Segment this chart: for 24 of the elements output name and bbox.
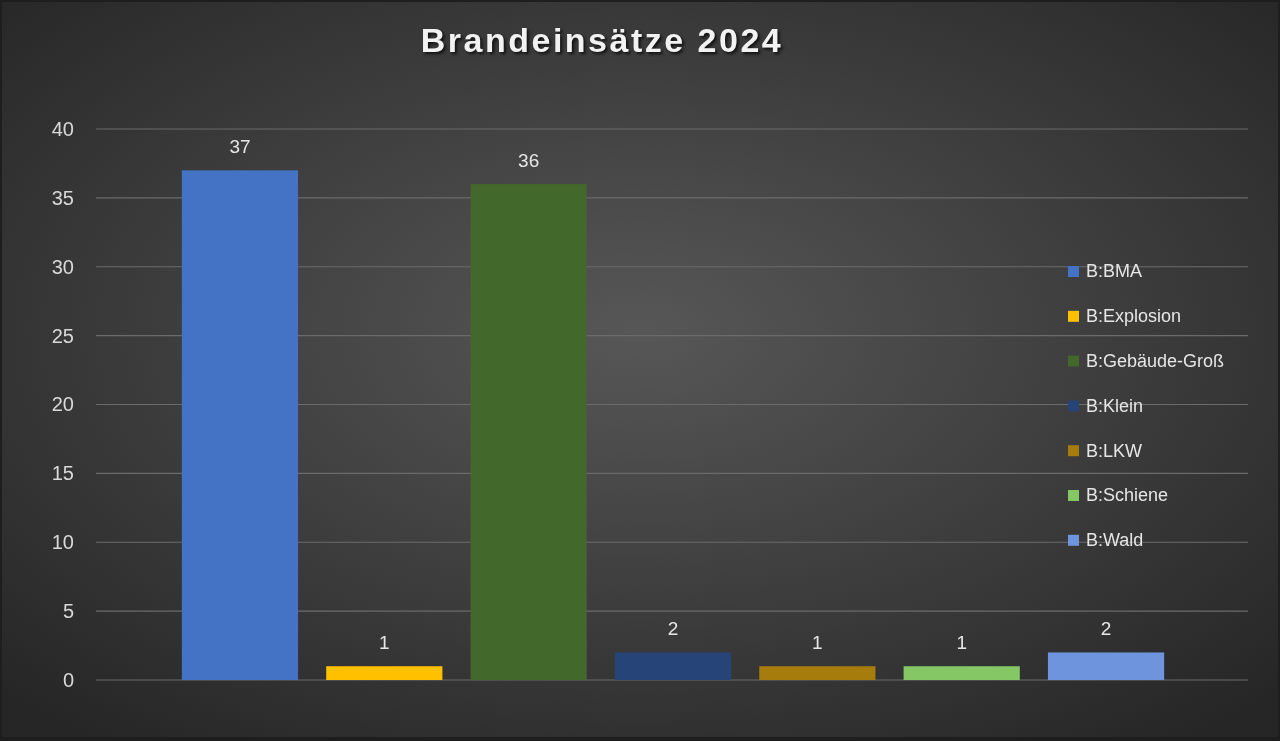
legend-label: B:Gebäude-Groß bbox=[1086, 350, 1225, 371]
y-tick-label: 15 bbox=[51, 462, 74, 485]
data-label: 1 bbox=[956, 632, 967, 654]
legend-label: B:Klein bbox=[1086, 395, 1144, 416]
y-tick-label: 20 bbox=[51, 393, 74, 416]
legend-label: B:Wald bbox=[1086, 530, 1144, 551]
legend-label: B:Explosion bbox=[1086, 306, 1182, 327]
data-label: 36 bbox=[518, 150, 540, 172]
y-tick-label: 5 bbox=[62, 600, 74, 623]
data-label: 1 bbox=[812, 632, 823, 654]
legend-label: B:BMA bbox=[1086, 261, 1143, 282]
y-tick-label: 30 bbox=[51, 255, 74, 278]
y-tick-label: 35 bbox=[51, 186, 74, 209]
y-tick-label: 0 bbox=[62, 668, 74, 691]
chart-title: Brandeinsätze 2024 bbox=[420, 21, 784, 59]
data-label: 1 bbox=[379, 632, 390, 654]
data-label: 2 bbox=[667, 618, 679, 640]
legend-label: B:Schiene bbox=[1086, 485, 1169, 506]
y-tick-label: 25 bbox=[51, 324, 74, 347]
data-label: 2 bbox=[1100, 618, 1112, 640]
y-tick-label: 10 bbox=[51, 531, 74, 554]
legend-label: B:LKW bbox=[1086, 440, 1143, 461]
y-tick-label: 40 bbox=[51, 117, 74, 140]
data-label: 37 bbox=[229, 136, 251, 158]
